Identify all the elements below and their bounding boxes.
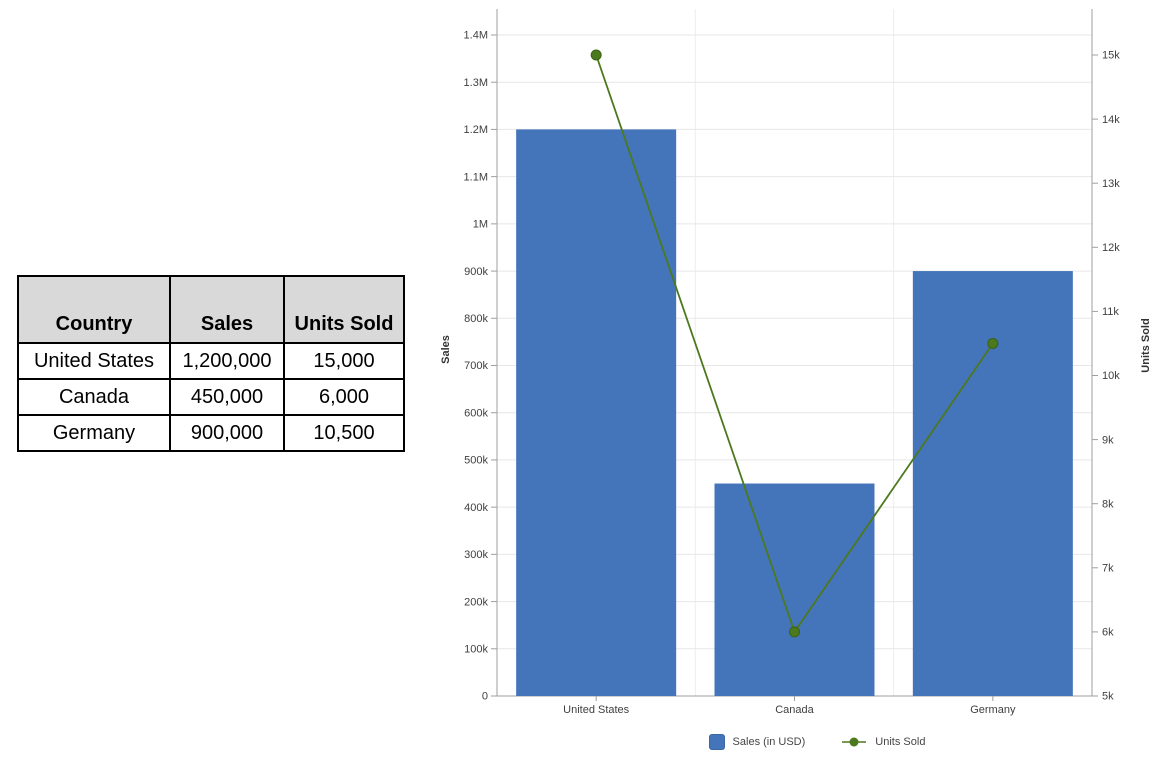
bar-canada[interactable] bbox=[714, 483, 875, 696]
legend-label: Sales (in USD) bbox=[732, 736, 806, 748]
left-axis-tick-label: 1.3M bbox=[464, 77, 488, 89]
left-axis-tick-label: 600k bbox=[464, 407, 488, 419]
left-axis-tick-label: 800k bbox=[464, 313, 488, 325]
table-cell-r2c1[interactable]: 900,000 bbox=[169, 414, 285, 452]
left-axis-tick-label: 300k bbox=[464, 549, 488, 561]
x-axis-category-label: Canada bbox=[775, 704, 814, 716]
legend-item-units-sold[interactable]: Units Sold bbox=[841, 736, 925, 748]
right-axis-tick-label: 15k bbox=[1102, 50, 1120, 62]
legend-item-sales-in-usd-[interactable]: Sales (in USD) bbox=[708, 734, 806, 750]
chart-legend: Sales (in USD) Units Sold bbox=[497, 731, 1137, 753]
table-row: United States 1,200,000 15,000 bbox=[17, 342, 405, 380]
column-header-country[interactable]: Country bbox=[17, 275, 171, 344]
point-canada[interactable] bbox=[789, 626, 800, 638]
left-axis-tick-label: 700k bbox=[464, 360, 488, 372]
column-header-units-sold[interactable]: Units Sold bbox=[283, 275, 405, 344]
right-axis-tick-label: 9k bbox=[1102, 434, 1114, 446]
table-cell-r1c0[interactable]: Canada bbox=[17, 378, 171, 416]
legend-line-dot-marker-icon bbox=[842, 737, 867, 747]
table-row: Canada 450,000 6,000 bbox=[17, 378, 405, 416]
legend-square-swatch-icon bbox=[708, 734, 725, 750]
table-cell-r0c1[interactable]: 1,200,000 bbox=[169, 342, 285, 380]
left-axis-title: Sales bbox=[440, 335, 452, 364]
table-cell-r1c2[interactable]: 6,000 bbox=[283, 378, 405, 416]
table-row: Germany 900,000 10,500 bbox=[17, 414, 405, 452]
right-axis-tick-label: 8k bbox=[1102, 498, 1114, 510]
left-axis-tick-label: 1.2M bbox=[464, 124, 488, 136]
right-axis-tick-label: 14k bbox=[1102, 114, 1120, 126]
line-markers bbox=[590, 49, 999, 638]
table-header-row: Country Sales Units Sold bbox=[17, 275, 405, 344]
right-axis-tick-label: 13k bbox=[1102, 178, 1120, 190]
x-axis-category-label: United States bbox=[563, 704, 630, 716]
left-axis-ticks: 0 100k 200k 300k 400k 500k 600k 700k 800k 900k 1M 1… bbox=[464, 30, 497, 703]
left-axis-tick-label: 200k bbox=[464, 596, 488, 608]
point-germany[interactable] bbox=[987, 337, 999, 349]
right-axis-tick-label: 10k bbox=[1102, 370, 1120, 382]
table-cell-r1c1[interactable]: 450,000 bbox=[169, 378, 285, 416]
table-cell-r0c0[interactable]: United States bbox=[17, 342, 171, 380]
left-axis-tick-label: 1.1M bbox=[464, 171, 488, 183]
sales-data-table: Country Sales Units Sold United States 1,20… bbox=[17, 275, 405, 452]
x-axis-labels: United States Canada Germany bbox=[563, 696, 1016, 716]
left-axis-tick-label: 900k bbox=[464, 266, 488, 278]
left-axis-tick-label: 500k bbox=[464, 455, 488, 467]
x-axis-category-label: Germany bbox=[970, 704, 1016, 716]
point-united-states[interactable] bbox=[590, 49, 602, 61]
column-header-sales[interactable]: Sales bbox=[169, 275, 285, 344]
left-axis-tick-label: 400k bbox=[464, 502, 488, 514]
left-axis-tick-label: 100k bbox=[464, 644, 488, 656]
left-axis-tick-label: 1M bbox=[473, 219, 488, 231]
table-cell-r2c2[interactable]: 10,500 bbox=[283, 414, 405, 452]
right-axis-tick-label: 5k bbox=[1102, 691, 1114, 703]
right-axis-tick-label: 12k bbox=[1102, 242, 1120, 254]
left-axis-tick-label: 1.4M bbox=[464, 30, 488, 42]
right-axis-ticks: 5k 6k 7k 8k 9k 10k 11k 12k 13k 14k 15k bbox=[1092, 50, 1120, 703]
legend-label: Units Sold bbox=[875, 736, 926, 748]
bar-germany[interactable] bbox=[912, 271, 1073, 696]
right-axis-tick-label: 7k bbox=[1102, 563, 1114, 575]
right-axis-title: Units Sold bbox=[1140, 318, 1152, 372]
table-cell-r0c2[interactable]: 15,000 bbox=[283, 342, 405, 380]
bar-series-sales bbox=[516, 129, 1073, 696]
vertical-gridlines bbox=[694, 9, 895, 696]
bar-united-states[interactable] bbox=[516, 129, 677, 696]
right-axis-tick-label: 11k bbox=[1102, 306, 1119, 318]
left-axis-tick-label: 0 bbox=[482, 691, 488, 703]
right-axis-tick-label: 6k bbox=[1102, 627, 1114, 639]
table-cell-r2c0[interactable]: Germany bbox=[17, 414, 171, 452]
